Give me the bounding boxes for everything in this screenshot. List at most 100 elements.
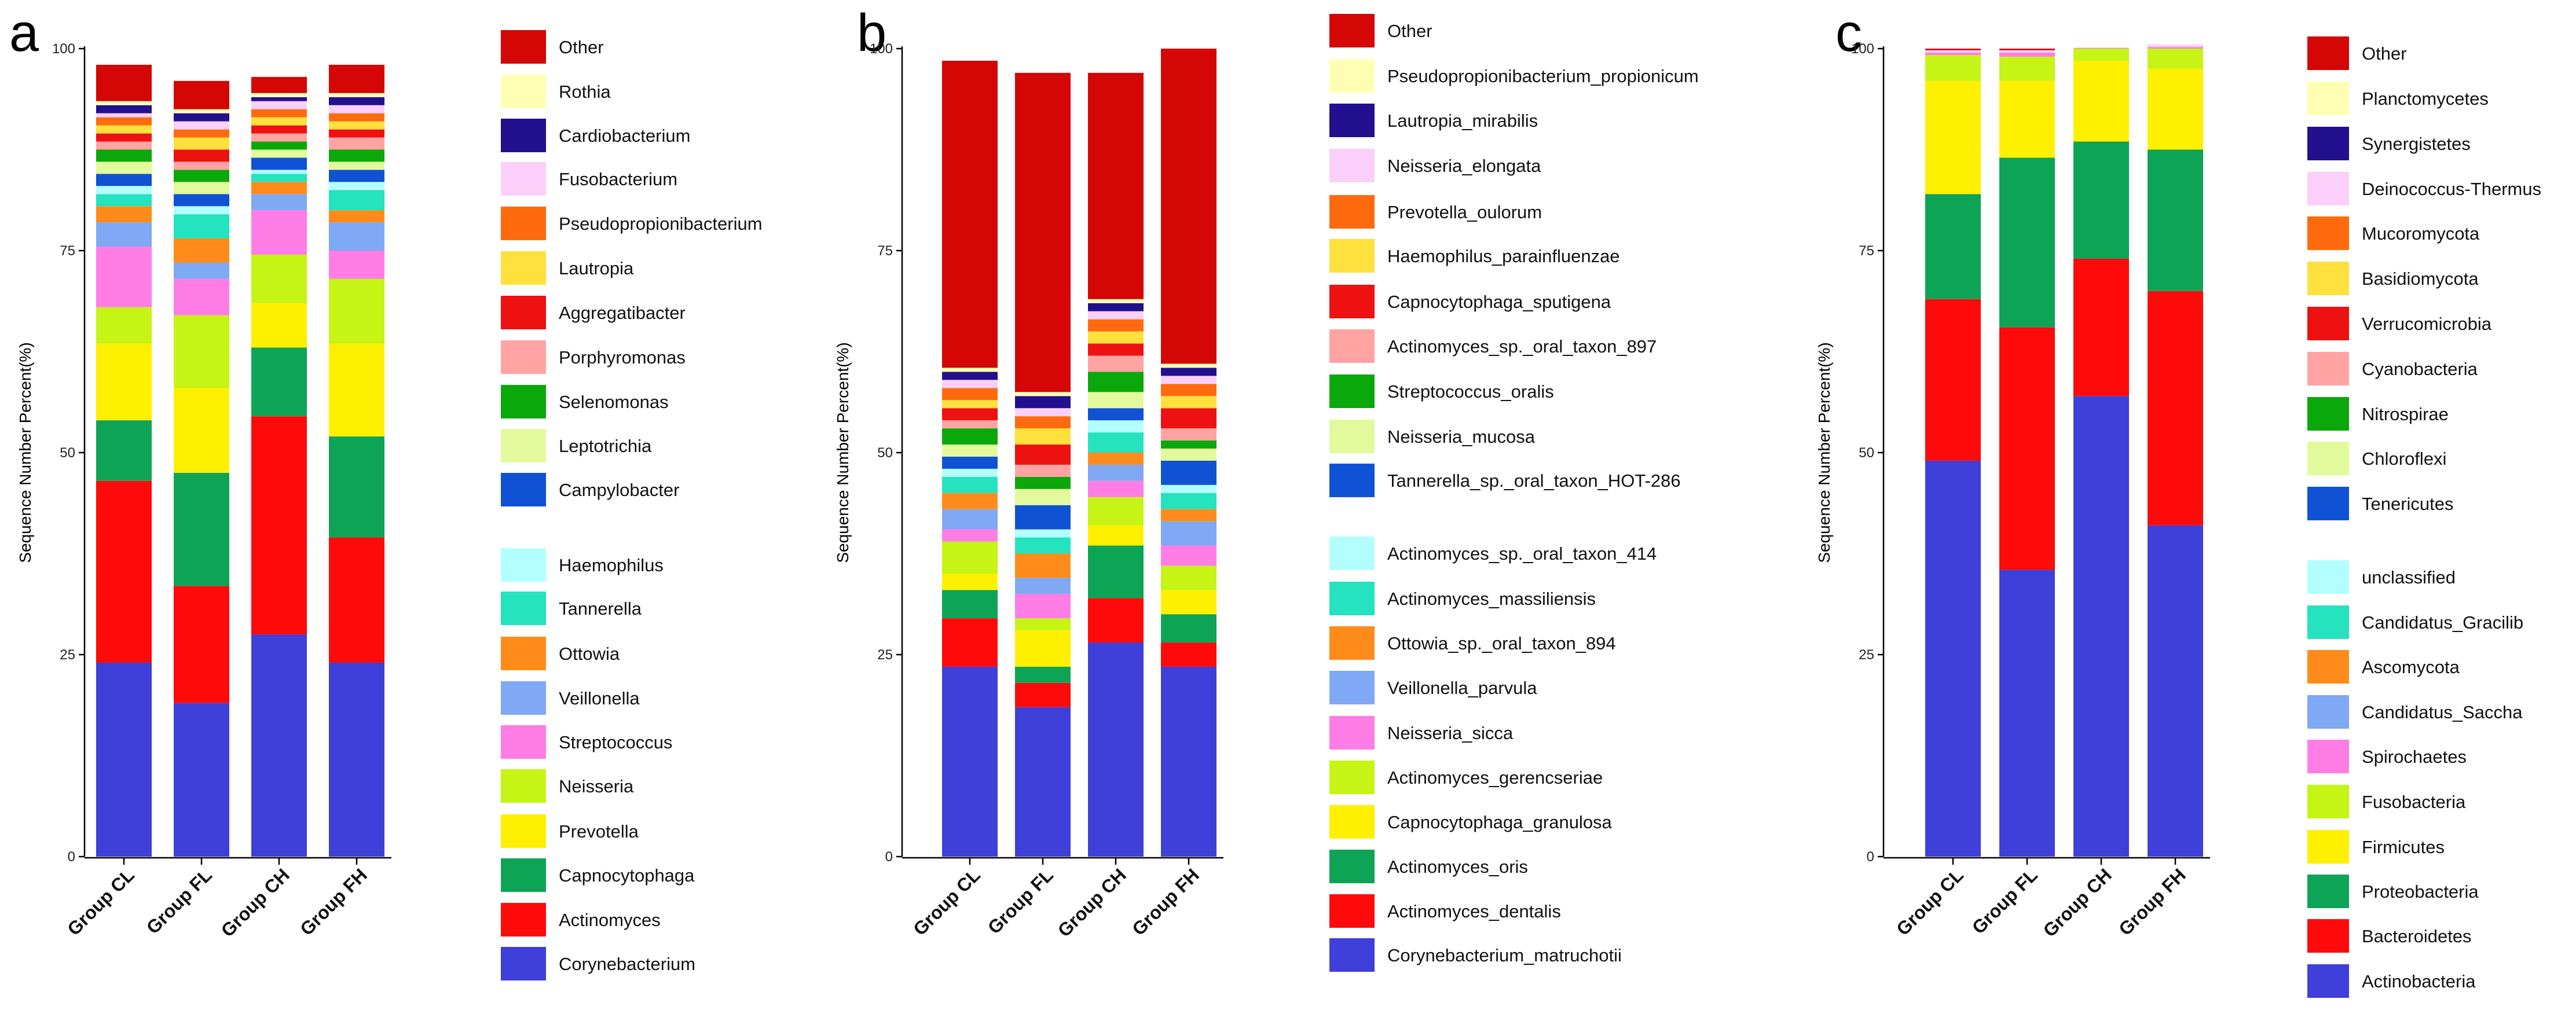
bar-segment-group-fh-bacteroidetes xyxy=(2148,291,2203,526)
legend-swatch-lautropia-mirabilis xyxy=(1329,104,1375,137)
legend-swatch-actinomyces xyxy=(501,903,546,936)
legend-swatch-prevotella xyxy=(501,814,546,848)
bar-segment-group-fh-tannerella-sp-oral-taxon-hot-286 xyxy=(1161,460,1216,485)
bar-segment-group-cl-leptotrichia xyxy=(96,161,152,174)
bar-segment-group-ch-lautropia xyxy=(251,117,307,126)
panel-b: b 0 25 50 75 100 Sequence Number Percent(%) Gro… xyxy=(834,3,1699,972)
bar-segment-group-fh-neisseria-sicca xyxy=(1161,545,1216,566)
bar-segment-group-fl-prevotella xyxy=(174,388,229,473)
bar-segment-group-ch-porphyromonas xyxy=(251,133,307,142)
bar-segment-group-fl-neisseria-mucosa xyxy=(1015,489,1071,505)
legend-label-fusobacteria: Fusobacteria xyxy=(2362,792,2466,812)
legend-swatch-ascomycota xyxy=(2307,650,2349,684)
legend-label-corynebacterium-matruchotii: Corynebacterium_matruchotii xyxy=(1387,945,1622,965)
bar-segment-group-ch-capnocytophaga-granulosa xyxy=(1088,525,1144,546)
bar-segment-group-cl-spirochaetes xyxy=(1925,52,1981,56)
bar-segment-group-fh-prevotella-oulorum xyxy=(1161,384,1216,396)
bar-segment-group-fl-other xyxy=(1999,49,2055,50)
bar-segment-group-ch-streptococcus-oralis xyxy=(1088,372,1144,392)
legend-label-tannerella: Tannerella xyxy=(559,598,642,619)
legend-label-pseudopropionibacterium: Pseudopropionibacterium xyxy=(559,214,763,234)
bar-segment-group-ch-neisseria-mucosa xyxy=(1088,392,1144,409)
legend-swatch-basidiomycota xyxy=(2307,262,2349,295)
legend-label-neisseria-elongata: Neisseria_elongata xyxy=(1387,156,1541,176)
bar-segment-group-fh-corynebacterium xyxy=(329,662,384,857)
legend-label-porphyromonas: Porphyromonas xyxy=(559,347,686,368)
bar-segment-group-ch-ottowia-sp-oral-taxon-894 xyxy=(1088,453,1144,465)
bar-segment-group-fh-haemophilus-parainfluenzae xyxy=(1161,396,1216,409)
bar-segment-group-cl-streptococcus xyxy=(96,247,152,307)
legend-label-capnocytophaga-sputigena: Capnocytophaga_sputigena xyxy=(1387,292,1611,312)
x-category-label: Group FL xyxy=(142,864,216,938)
legend-swatch-actinomyces-dentalis xyxy=(1329,894,1375,928)
legend-label-haemophilus-parainfluenzae: Haemophilus_parainfluenzae xyxy=(1387,246,1620,266)
bar-segment-group-fh-corynebacterium-matruchotii xyxy=(1161,666,1216,857)
bar-segment-group-ch-streptococcus xyxy=(251,210,307,255)
bar-segment-group-cl-bacteroidetes xyxy=(1925,299,1981,461)
legend-label-deinococcus-thermus: Deinococcus-Thermus xyxy=(2362,179,2541,199)
legend-swatch-neisseria-mucosa xyxy=(1329,420,1375,453)
legend-swatch-firmicutes xyxy=(2307,830,2349,864)
bar-segment-group-fl-actinomyces-sp-oral-taxon-414 xyxy=(1015,529,1071,538)
bar-segment-group-cl-actinomyces xyxy=(96,480,152,663)
legend-swatch-pseudopropionibacterium-propionicum xyxy=(1329,59,1375,93)
bar-segment-group-ch-campylobacter xyxy=(251,157,307,170)
bar-segment-group-ch-actinomyces-oris xyxy=(1088,545,1144,598)
legend-label-tannerella-sp-oral-taxon-hot-286: Tannerella_sp._oral_taxon_HOT-286 xyxy=(1387,471,1681,491)
bar-segment-group-ch-spirochaetes xyxy=(2073,47,2129,49)
legend-swatch-cyanobacteria xyxy=(2307,352,2349,385)
bar-segment-group-fh-streptococcus xyxy=(329,251,384,279)
bar-segment-group-fl-tannerella-sp-oral-taxon-hot-286 xyxy=(1015,505,1071,530)
bar-segment-group-fl-capnocytophaga xyxy=(174,472,229,586)
legend-label-actinomyces-massiliensis: Actinomyces_massiliensis xyxy=(1387,589,1596,609)
bar-segment-group-cl-actinomyces-dentalis xyxy=(942,618,998,667)
bar-segment-group-fl-actinomyces-gerencseriae xyxy=(1015,618,1071,631)
bar-segment-group-fh-lautropia-mirabilis xyxy=(1161,368,1216,376)
legend-label-planctomycetes: Planctomycetes xyxy=(2362,89,2489,109)
bar-segment-group-fh-actinomyces xyxy=(329,537,384,663)
legend-label-fusobacterium: Fusobacterium xyxy=(559,169,677,189)
legend-label-ottowia: Ottowia xyxy=(559,644,620,664)
x-category-label: Group CH xyxy=(2039,864,2116,941)
legend-swatch-tenericutes xyxy=(2307,487,2349,520)
bar-segment-group-ch-prevotella-oulorum xyxy=(1088,319,1144,332)
y-tick-label: 100 xyxy=(870,41,893,57)
bar-segment-group-ch-haemophilus-parainfluenzae xyxy=(1088,331,1144,344)
legend-label-ottowia-sp-oral-taxon-894: Ottowia_sp._oral_taxon_894 xyxy=(1387,633,1616,653)
bar-segment-group-fl-ottowia-sp-oral-taxon-894 xyxy=(1015,553,1071,578)
legend-label-chloroflexi: Chloroflexi xyxy=(2362,449,2446,469)
bar-segment-group-cl-other xyxy=(96,64,152,101)
bar-segment-group-cl-fusobacteria xyxy=(1925,55,1981,81)
y-axis-title: Sequence Number Percent(%) xyxy=(16,342,34,563)
bar-segment-group-fl-capnocytophaga-granulosa xyxy=(1015,630,1071,667)
bar-segment-group-fh-spirochaetes xyxy=(2148,47,2203,49)
bar-segment-group-ch-other xyxy=(251,76,307,93)
legend-label-leptotrichia: Leptotrichia xyxy=(559,436,652,456)
legend-swatch-neisseria-elongata xyxy=(1329,149,1375,182)
legend-label-capnocytophaga: Capnocytophaga xyxy=(559,865,695,886)
legend-swatch-ottowia-sp-oral-taxon-894 xyxy=(1329,626,1375,660)
bar-segment-group-ch-prevotella xyxy=(251,303,307,348)
bar-segment-group-fl-actinobacteria xyxy=(1999,570,2055,857)
bar-segment-group-fl-lautropia-mirabilis xyxy=(1015,396,1071,409)
legend-label-prevotella-oulorum: Prevotella_oulorum xyxy=(1387,202,1542,222)
legend-swatch-tannerella xyxy=(501,592,546,625)
bar-segment-group-fl-ottowia xyxy=(174,238,229,263)
bar-segment-group-ch-fusobacterium xyxy=(251,101,307,109)
bar-segment-group-ch-leptotrichia xyxy=(251,149,307,158)
bar-segment-group-ch-proteobacteria xyxy=(2073,141,2129,259)
bar-segment-group-fl-aggregatibacter xyxy=(174,149,229,162)
bar-segment-group-fl-rothia xyxy=(174,109,229,113)
legend-label-veillonella: Veillonella xyxy=(559,688,640,708)
bar-segment-group-fh-aggregatibacter xyxy=(329,129,384,138)
legend-label-unclassified: unclassified xyxy=(2362,567,2456,587)
bar-segment-group-fh-deinococcus-thermus xyxy=(2148,45,2203,47)
bar-segment-group-fl-lautropia xyxy=(174,137,229,150)
bar-segment-group-fl-streptococcus xyxy=(174,278,229,315)
bar-segment-group-fl-corynebacterium-matruchotii xyxy=(1015,707,1071,857)
bar-segment-group-ch-actinobacteria xyxy=(2073,396,2129,857)
bar-segment-group-cl-actinomyces-gerencseriae xyxy=(942,541,998,574)
x-category-label: Group CL xyxy=(909,864,984,939)
bar-segment-group-fl-capnocytophaga-sputigena xyxy=(1015,445,1071,465)
bar-segment-group-fl-fusobacteria xyxy=(1999,56,2055,81)
